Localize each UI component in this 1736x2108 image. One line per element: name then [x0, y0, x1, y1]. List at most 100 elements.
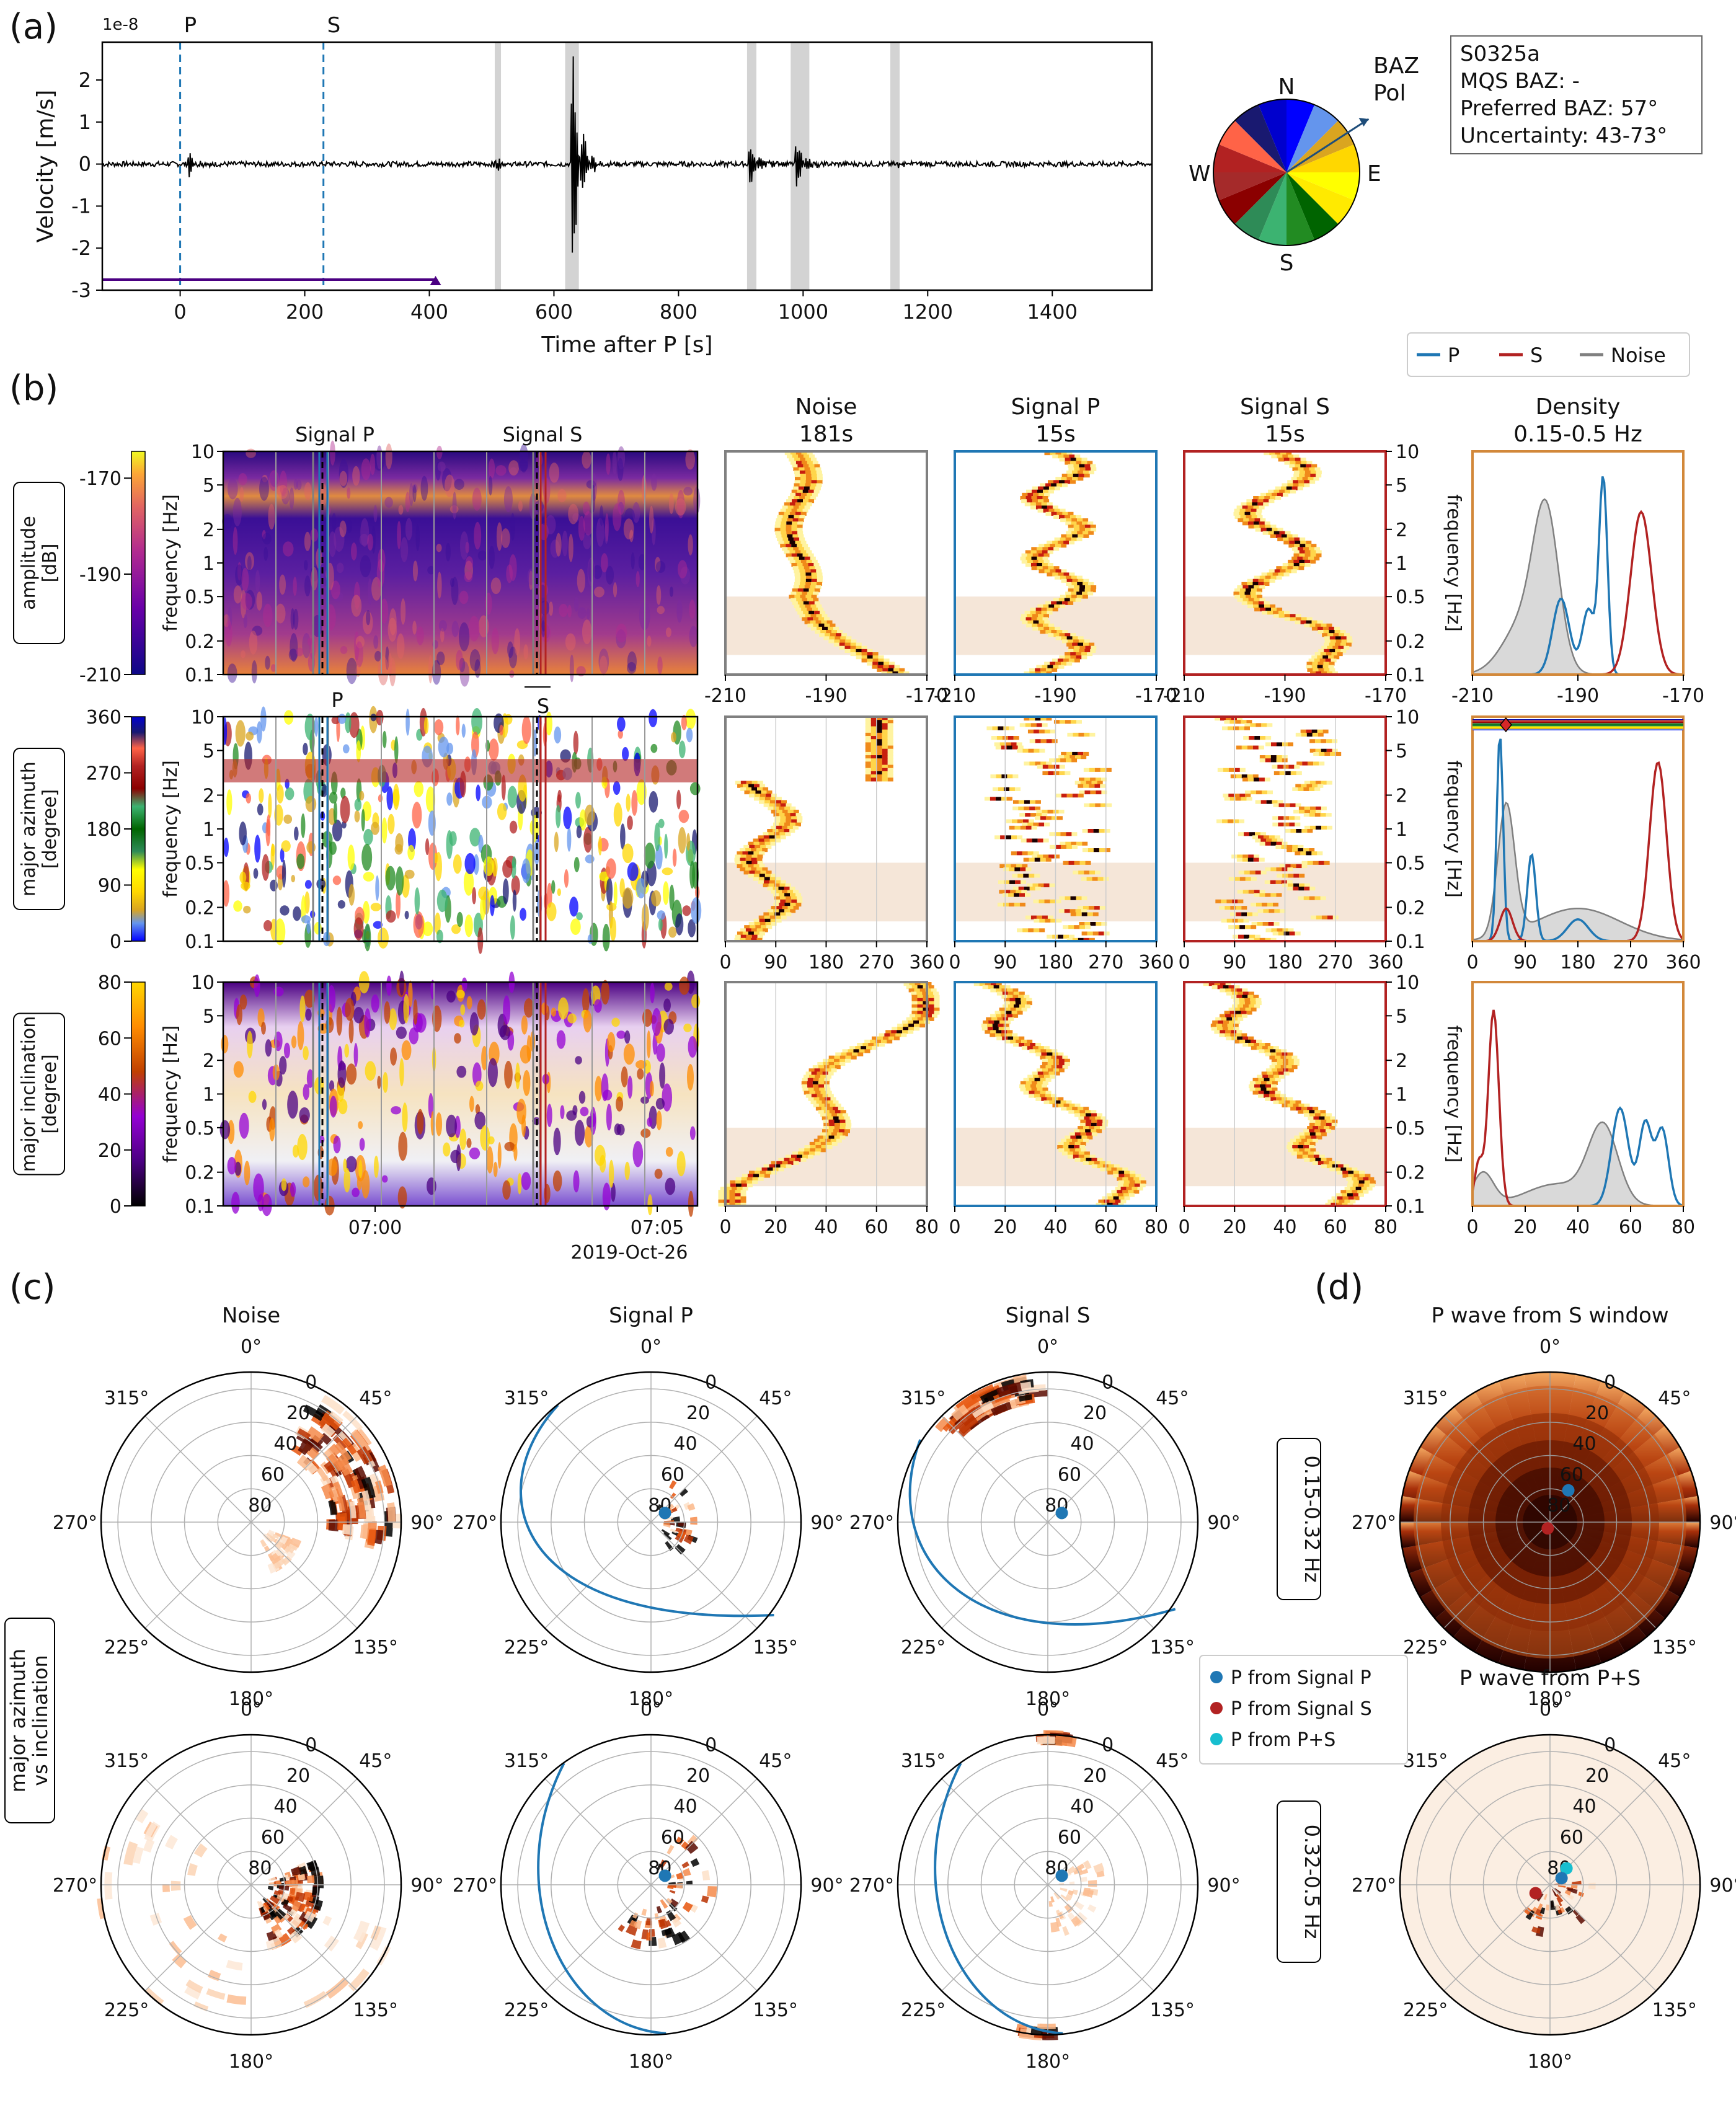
spectrogram-blob — [384, 1001, 391, 1024]
compass-sector — [1286, 172, 1339, 241]
histogram-cell — [1070, 1148, 1076, 1153]
histogram-cell — [822, 1116, 828, 1120]
spectrogram-blob — [468, 616, 480, 642]
histogram-cell — [1048, 566, 1054, 570]
histogram-cell — [1072, 477, 1078, 481]
spectrogram-blob — [314, 715, 319, 737]
histogram-cell — [805, 604, 811, 608]
spectrogram-blob — [451, 577, 459, 605]
histogram-cell — [779, 883, 786, 888]
spectrogram-blob — [560, 1105, 565, 1120]
spectrogram-blob — [534, 838, 539, 866]
x-tick-label: 0 — [174, 300, 186, 324]
histogram-cell — [1289, 541, 1295, 545]
histogram-cell — [882, 720, 888, 724]
histogram-cell — [1249, 832, 1256, 836]
compass-sector — [1286, 99, 1315, 172]
histogram-cell — [1296, 829, 1302, 833]
histogram-cell — [795, 608, 802, 612]
histogram-cell — [1058, 1148, 1065, 1153]
histogram-cell — [797, 896, 803, 900]
spectrogram-blob — [239, 487, 244, 502]
spectrogram-blob — [502, 859, 513, 878]
histogram-cell — [1040, 1078, 1046, 1082]
histogram-cell — [1259, 755, 1265, 760]
histogram-cell — [1244, 726, 1250, 730]
spectrogram-blob — [617, 458, 624, 481]
histogram-cell — [1280, 1055, 1286, 1060]
histogram-cell — [1032, 486, 1038, 490]
histogram-cell — [1249, 934, 1256, 939]
histogram-cell — [1219, 1033, 1225, 1037]
freq-tick-label: 10 — [1396, 972, 1419, 994]
histogram-cell — [1274, 835, 1280, 839]
spectrogram-blob — [361, 808, 365, 832]
spectrogram-blob — [669, 884, 675, 911]
histogram-cell — [1092, 912, 1099, 916]
histogram-cell — [737, 864, 743, 869]
histogram-cell — [1282, 1061, 1288, 1066]
histogram-cell — [1091, 467, 1097, 471]
spectrogram-blob — [293, 479, 298, 490]
histogram-cell — [808, 489, 814, 494]
histogram-cell — [1369, 1183, 1375, 1188]
spectrogram-blob — [257, 804, 264, 816]
polar-cell — [1018, 1394, 1032, 1402]
histogram-cell — [786, 454, 792, 459]
histogram-cell — [1264, 1049, 1270, 1053]
histogram-cell — [797, 816, 803, 820]
histogram-cell — [1272, 931, 1278, 936]
histogram-cell — [1076, 515, 1082, 519]
histogram-cell — [1277, 800, 1283, 804]
histogram-cell — [1326, 1119, 1332, 1123]
histogram-cell — [1233, 591, 1239, 596]
histogram-cell — [746, 1183, 753, 1188]
histogram-cell — [1309, 1110, 1315, 1114]
histogram-cell — [1303, 896, 1309, 900]
histogram-cell — [1309, 1132, 1316, 1136]
histogram-cell — [807, 623, 813, 627]
histogram-cell — [1277, 608, 1283, 612]
histogram-cell — [1037, 623, 1043, 627]
histogram-cell — [1259, 893, 1265, 897]
spectrogram-blob — [549, 463, 560, 483]
histogram-cell — [908, 1024, 914, 1028]
histogram-cell — [1059, 480, 1065, 484]
histogram-cell — [817, 1094, 823, 1098]
histogram-cell — [1265, 928, 1272, 932]
histogram-cell — [1285, 864, 1291, 869]
histogram-cell — [878, 658, 884, 663]
histogram-cell — [1101, 921, 1107, 926]
spectrogram-blob — [578, 516, 585, 541]
histogram-cell — [998, 726, 1004, 730]
histogram-cell — [1269, 1078, 1275, 1082]
histogram-cell — [1247, 745, 1253, 750]
histogram-cell — [796, 1154, 802, 1159]
histogram-cell — [775, 838, 781, 843]
histogram-cell — [1313, 761, 1319, 766]
spectrogram-blob — [282, 541, 294, 557]
histogram-cell — [822, 1129, 828, 1133]
histogram-cell — [1341, 1193, 1347, 1197]
histogram-cell — [1019, 1042, 1025, 1047]
histogram-cell — [1288, 454, 1294, 459]
spectrogram-blob — [517, 1173, 522, 1195]
histogram-cell — [1306, 1138, 1313, 1143]
spectrogram-blob — [405, 518, 413, 541]
histogram-cell — [1279, 864, 1285, 869]
histogram-cell — [816, 470, 822, 474]
histogram-cell — [791, 544, 797, 548]
histogram-cell — [1055, 451, 1061, 456]
histogram-cell — [887, 774, 893, 779]
histogram-cell — [804, 547, 810, 551]
histogram-cell — [1083, 470, 1089, 474]
histogram-cell — [1065, 655, 1071, 660]
histogram-cell — [1265, 937, 1271, 942]
spectrogram-blob — [337, 1060, 347, 1088]
histogram-cell — [805, 458, 812, 462]
density-x-tick-label: 80 — [1672, 1216, 1695, 1238]
histogram-cell — [865, 771, 871, 776]
histogram-cell — [1032, 553, 1038, 557]
histogram-cell — [802, 508, 808, 513]
spectrogram-blob — [569, 654, 574, 683]
